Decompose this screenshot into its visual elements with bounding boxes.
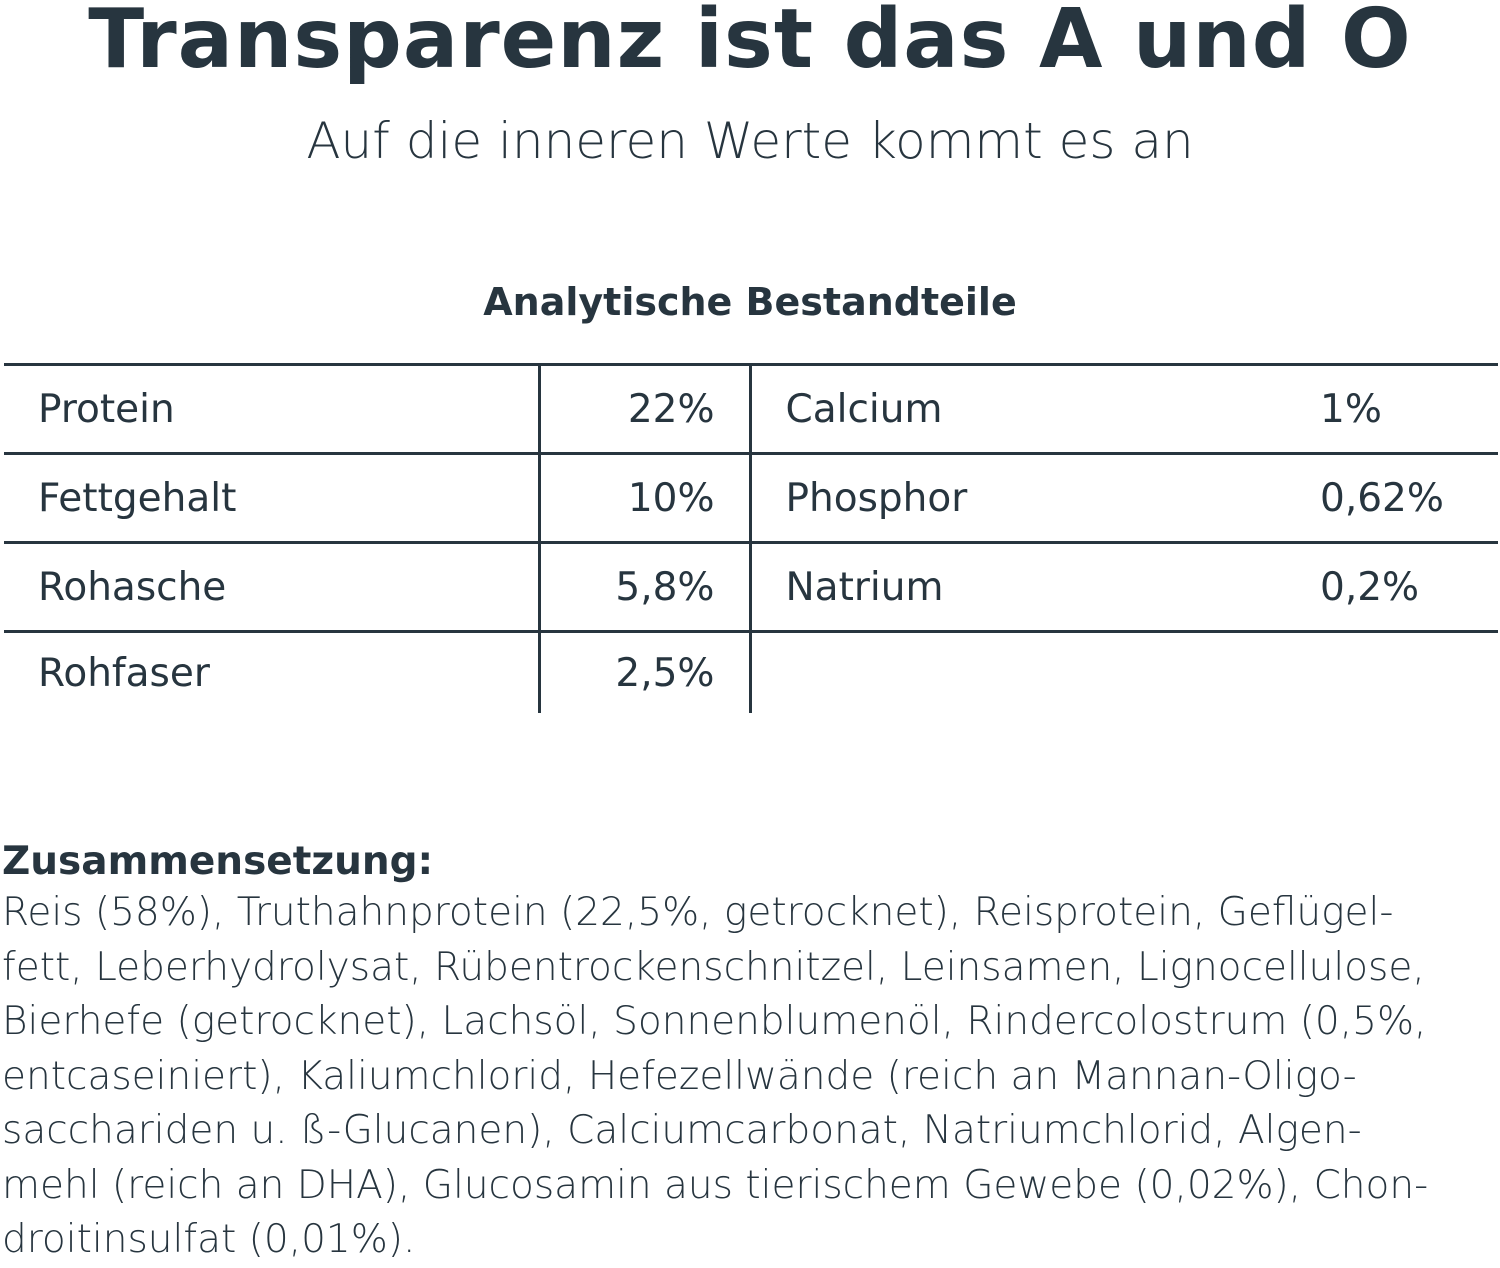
composition-line: sacchariden u. ß-Glucanen), Calciumcarbo… [2, 1108, 1362, 1153]
nutrient-name: Calcium [748, 363, 1286, 455]
nutrient-name: Fettgehalt [4, 452, 541, 544]
page-title: Transparenz ist das A und O [88, 0, 1412, 87]
composition-line: mehl (reich an DHA), Glucosamin aus tier… [2, 1162, 1429, 1208]
table-row: Rohfaser 2,5% [4, 630, 1498, 713]
table-row: Protein 22% Calcium 1% [4, 363, 1498, 455]
nutrient-value: 0,2% [1286, 541, 1498, 633]
page-subtitle: Auf die inneren Werte kommt es an [306, 112, 1194, 170]
nutrient-value: 2,5% [539, 630, 752, 713]
nutrient-value: 5,8% [539, 541, 752, 633]
composition-section: Zusammensetzung: Reis (58%), Truthahnpro… [2, 838, 1500, 1268]
composition-line: Bierhefe (getrocknet), Lachsöl, Sonnenbl… [2, 999, 1427, 1044]
nutrient-name: Rohfaser [4, 630, 541, 713]
nutrient-value: 10% [539, 452, 752, 544]
nutrient-value: 22% [539, 363, 752, 455]
composition-line: entcaseiniert), Kaliumchlorid, Hefezellw… [2, 1053, 1357, 1099]
table-row: Rohasche 5,8% Natrium 0,2% [4, 541, 1498, 633]
analysis-table: Protein 22% Calcium 1% Fettgehalt 10% Phosphor… [4, 363, 1498, 713]
table-row: Fettgehalt 10% Phosphor 0,62% [4, 452, 1498, 544]
analysis-heading: Analytische Bestandteile [483, 280, 1017, 324]
composition-heading: Zusammensetzung: [2, 839, 434, 884]
nutrient-name: Natrium [748, 541, 1286, 633]
composition-line: droitinsulfat (0,01%). [2, 1217, 416, 1262]
nutrient-value: 1% [1286, 363, 1498, 455]
nutrient-value: 0,62% [1286, 452, 1498, 544]
empty-cell [748, 631, 1498, 713]
composition-line: Reis (58%), Truthahnprotein (22,5%, getr… [2, 890, 1394, 935]
nutrient-name: Rohasche [4, 541, 541, 633]
nutrient-name: Protein [4, 363, 541, 455]
nutrient-name: Phosphor [748, 452, 1286, 544]
composition-line: fett, Leberhydrolysat, Rübentrockenschni… [2, 944, 1425, 990]
